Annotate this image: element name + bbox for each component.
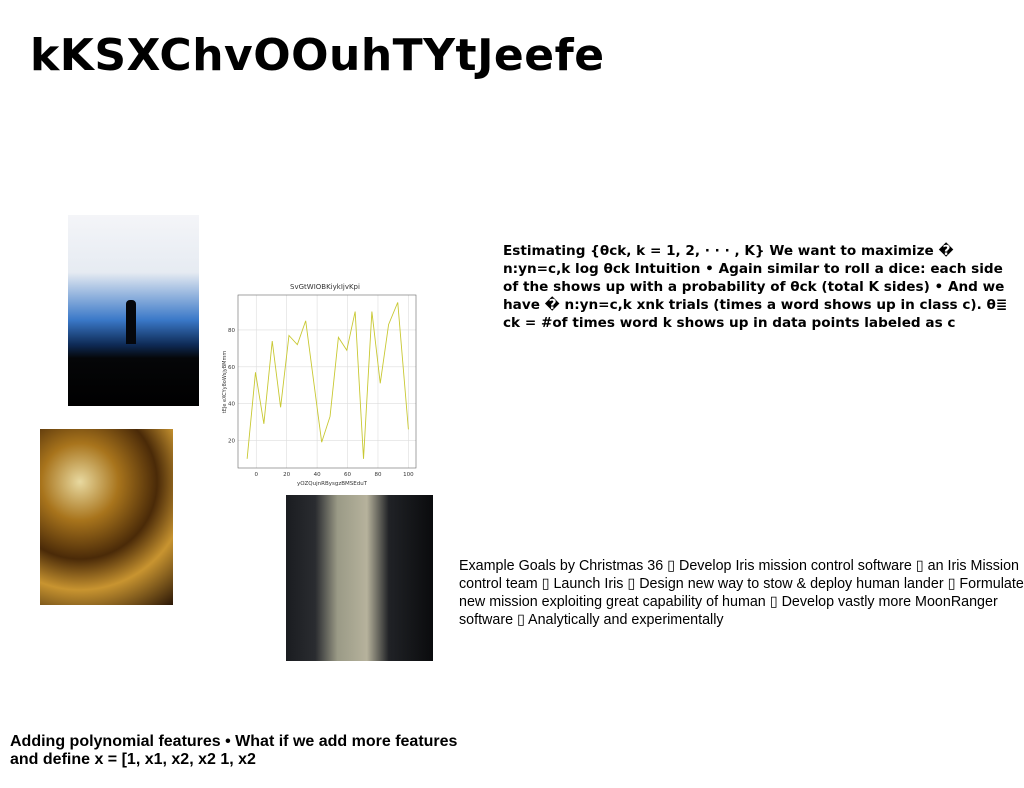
slide-title: kKSXChvOOuhTYtJeefe [30,30,605,81]
text-block: Example Goals by Christmas 36 ▯ Develop … [459,558,1024,628]
x-tick-label: 100 [403,472,414,478]
x-tick-label: 80 [374,472,381,478]
text-block: Estimating {θck, k = 1, 2, · · · , K} We… [503,243,1008,331]
y-tick-label: 80 [228,328,235,334]
x-tick-label: 0 [255,472,259,478]
y-axis-label: tEJe eXCYy8oWsjyBMmm [222,351,228,414]
desert-image [68,215,199,406]
x-axis-label: yOZQujnRBysgzBMSEduT [297,481,368,487]
text-block: Adding polynomial features • What if we … [10,733,458,768]
chart-title: SvGtWIOBKiykIjvKpi [290,283,360,291]
x-tick-label: 40 [314,472,321,478]
y-tick-label: 20 [228,438,235,444]
data-line [246,302,409,459]
x-tick-label: 60 [344,472,351,478]
line-chart: SvGtWIOBKiykIjvKpi yOZQujnRBysgzBMSEduT … [222,283,417,487]
y-tick-label: 40 [228,402,235,408]
abstract-image [40,429,173,605]
plot-frame [237,294,417,469]
rock-arch-image [286,495,433,661]
x-tick-label: 20 [283,472,290,478]
y-tick-label: 60 [228,365,235,371]
